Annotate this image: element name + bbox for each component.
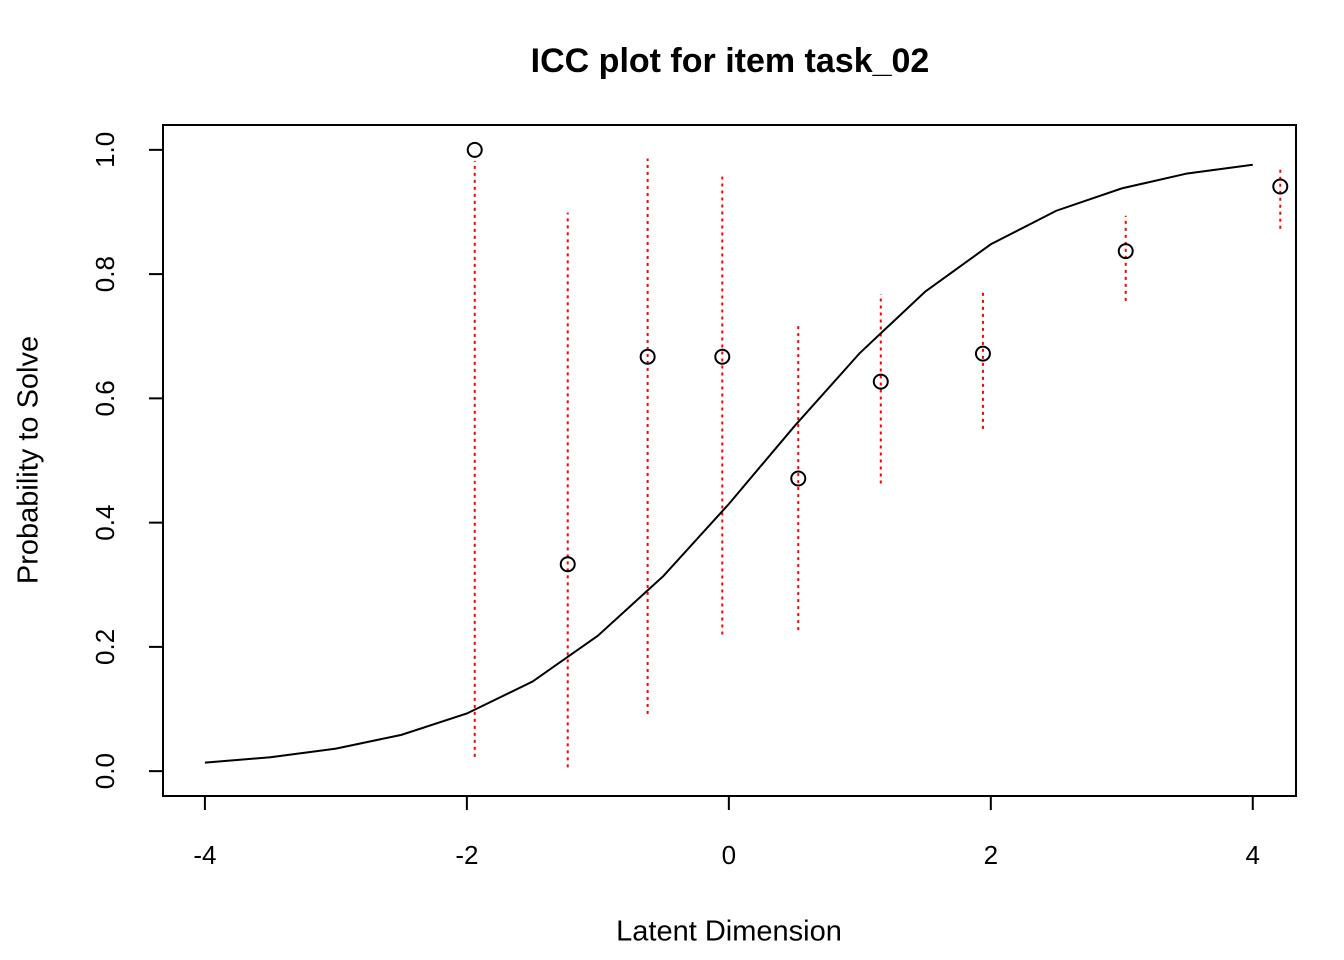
chart-title: ICC plot for item task_02 (531, 42, 930, 80)
point (974, 345, 991, 362)
point (1117, 243, 1134, 260)
point (714, 348, 731, 365)
x-tick-label: 0 (722, 840, 736, 870)
plot-frame (162, 124, 1297, 797)
y-tick-label: 0.2 (90, 629, 120, 665)
y-axis-label: Probability to Solve (13, 336, 45, 584)
y-tick-label: 1.0 (90, 132, 120, 168)
y-tick-label: 0.4 (90, 505, 120, 541)
point (1272, 178, 1289, 195)
x-tick-label: -4 (193, 840, 216, 870)
x-tick-label: -2 (455, 840, 478, 870)
point (466, 141, 483, 158)
y-tick-label: 0.0 (90, 753, 120, 789)
point (872, 373, 889, 390)
x-axis-label: Latent Dimension (616, 916, 842, 948)
point (790, 470, 807, 487)
icc-curve (204, 163, 1253, 764)
point (559, 556, 576, 573)
x-tick-label: 2 (984, 840, 998, 870)
y-tick-label: 0.6 (90, 380, 120, 416)
x-tick-label: 4 (1246, 840, 1260, 870)
y-tick-label: 0.8 (90, 256, 120, 292)
point (639, 348, 656, 365)
